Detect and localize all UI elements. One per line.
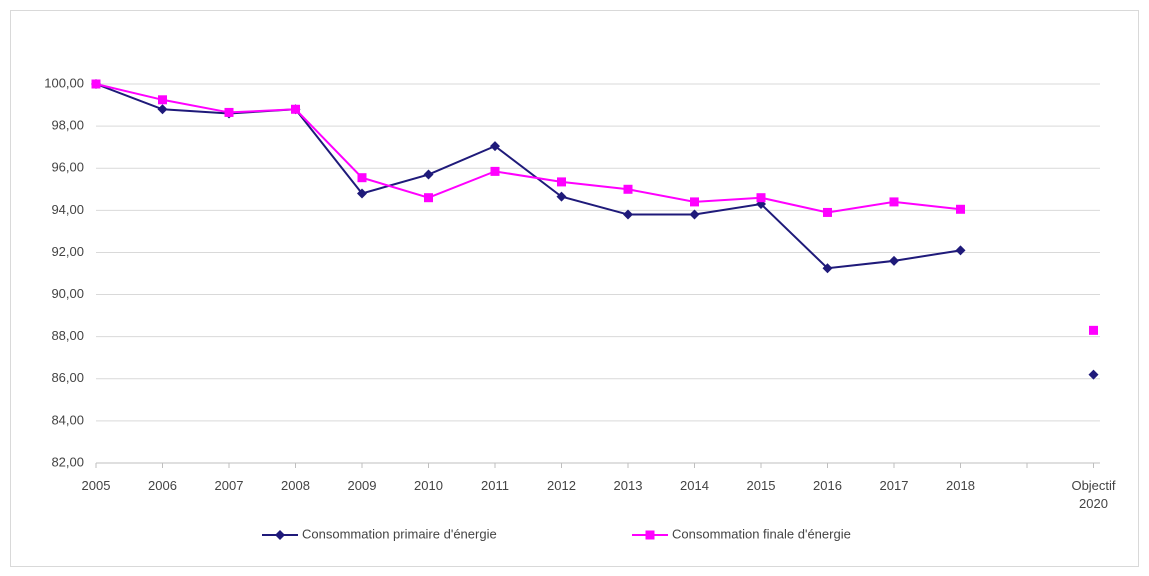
x-tick-label: 2009 [347, 478, 377, 493]
x-tick-label: 2013 [613, 478, 643, 493]
point [1089, 325, 1098, 335]
x-tick-label: 2007 [214, 478, 244, 493]
point [557, 177, 566, 187]
chart-border [10, 10, 1139, 567]
y-tick-label: 88,00 [51, 328, 84, 343]
point [357, 173, 367, 183]
x-tick-label: 2017 [879, 478, 909, 493]
point [756, 193, 766, 203]
y-tick-label: 100,00 [44, 75, 84, 90]
y-tick-label: 86,00 [51, 370, 84, 385]
x-tick-label: 2006 [148, 478, 177, 493]
point [490, 141, 500, 152]
x-tick-label: 2005 [81, 478, 111, 493]
point [689, 209, 700, 220]
y-tick-label: 84,00 [51, 412, 84, 427]
y-tick-label: 92,00 [51, 244, 84, 259]
x-tick-label: 2012 [547, 478, 576, 493]
point [490, 166, 500, 176]
point [423, 169, 434, 180]
point [889, 197, 899, 207]
x-tick-label: 2018 [946, 478, 975, 493]
point [357, 188, 367, 199]
legend-marker [275, 530, 285, 540]
point [157, 104, 168, 115]
point [623, 184, 633, 194]
x-tick-label: 2015 [746, 478, 776, 493]
point [424, 193, 433, 203]
x-tick-label: Objectif 2020 [1071, 478, 1116, 511]
point [224, 107, 234, 117]
point [91, 79, 101, 89]
y-tick-label: 82,00 [51, 454, 84, 469]
legend-label: Consommation finale d'énergie [672, 526, 851, 541]
point [556, 191, 567, 202]
point [690, 197, 699, 207]
y-tick-label: 90,00 [51, 286, 84, 301]
x-tick-label: 2014 [680, 478, 709, 493]
point [158, 95, 167, 105]
legend-label: Consommation primaire d'énergie [302, 526, 497, 541]
legend-marker [645, 530, 655, 540]
point [1088, 369, 1099, 380]
point [955, 245, 966, 256]
y-tick-label: 98,00 [51, 118, 84, 133]
point [823, 207, 832, 217]
x-tick-label: 2010 [414, 478, 443, 493]
y-tick-label: 96,00 [51, 160, 84, 175]
x-tick-label: 2011 [481, 478, 509, 493]
point [291, 104, 300, 114]
y-tick-label: 94,00 [51, 202, 84, 217]
point [889, 255, 899, 266]
point [623, 209, 633, 220]
x-tick-label: 2008 [281, 478, 310, 493]
point [956, 204, 965, 214]
x-tick-label: 2016 [813, 478, 842, 493]
point [822, 263, 833, 274]
